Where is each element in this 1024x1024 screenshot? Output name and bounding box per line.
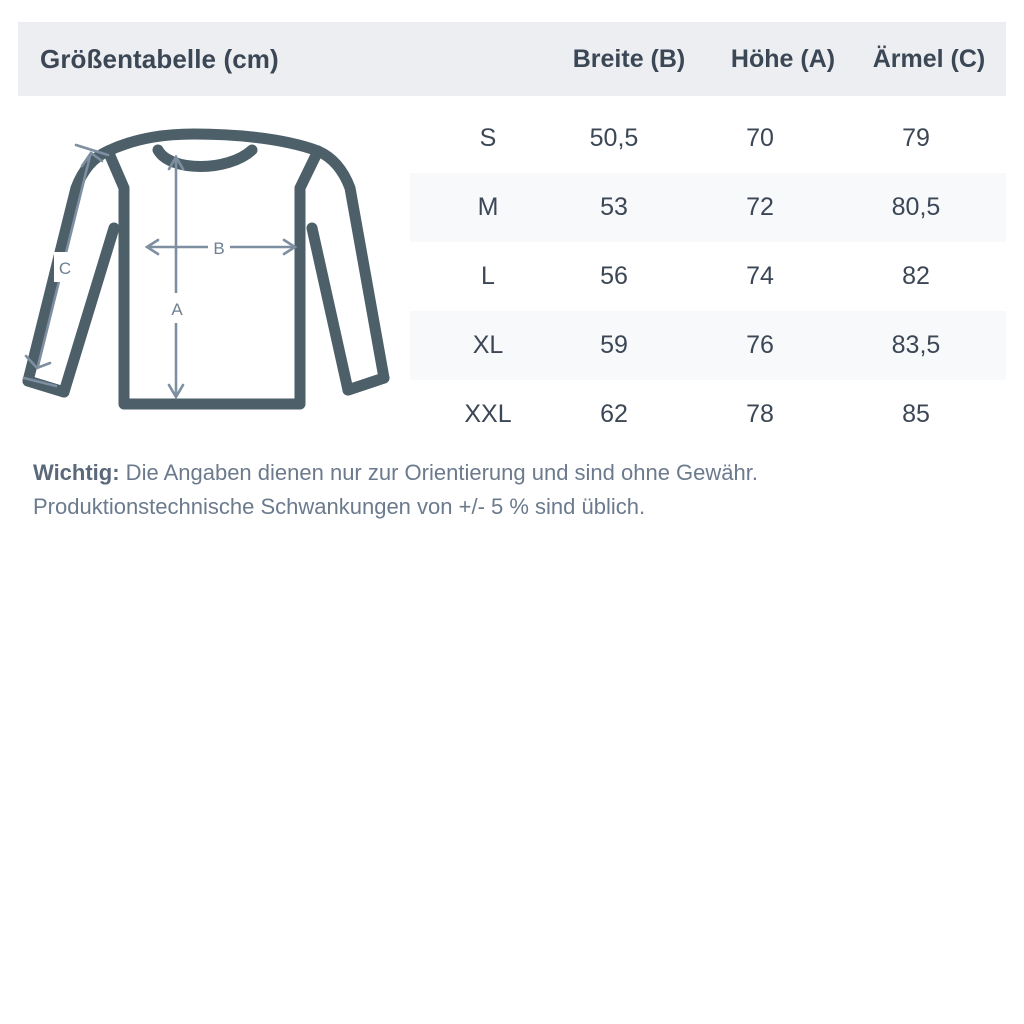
arrowhead-a-top: [167, 154, 185, 171]
cell-breite: 62: [600, 400, 628, 428]
arrowhead-c-bottom: [24, 354, 52, 370]
cell-breite: 59: [600, 331, 628, 359]
disclaimer-lead: Wichtig:: [33, 460, 120, 485]
table-row: L 56 74 82: [410, 242, 1006, 311]
page-title: Größentabelle (cm): [40, 43, 279, 74]
cell-hoehe: 78: [746, 400, 774, 428]
cell-size: L: [481, 262, 495, 290]
cell-breite: 53: [600, 193, 628, 221]
cell-hoehe: 70: [746, 124, 774, 152]
dimension-tick-c-top: [74, 143, 110, 157]
shirt-diagram: B A C: [18, 128, 408, 436]
cell-aermel: 79: [902, 124, 930, 152]
table-row: XXL 62 78 85: [410, 380, 1006, 449]
column-header-aermel: Ärmel (C): [872, 44, 986, 73]
disclaimer-line-2: Produktionstechnische Schwankungen von +…: [33, 494, 646, 519]
disclaimer-note: Wichtig: Die Angaben dienen nur zur Orie…: [33, 456, 993, 524]
cell-hoehe: 72: [746, 193, 774, 221]
arrowhead-b-left: [144, 238, 160, 256]
dimension-label-b: B: [213, 239, 224, 258]
cell-aermel: 80,5: [891, 193, 941, 221]
arrowhead-a-bottom: [167, 383, 185, 400]
arrowhead-b-right: [282, 238, 298, 256]
table-row: S 50,5 70 79: [410, 104, 1006, 173]
shirt-measurement-icon: B A C: [22, 128, 390, 410]
cell-breite: 50,5: [589, 124, 639, 152]
cell-hoehe: 74: [746, 262, 774, 290]
cell-size: S: [479, 124, 497, 152]
cell-size: M: [477, 193, 499, 221]
cell-aermel: 83,5: [891, 331, 941, 359]
dimension-label-c: C: [59, 259, 71, 278]
table-header-band: Größentabelle (cm) Breite (B) Höhe (A) Ä…: [18, 22, 1006, 96]
cell-aermel: 85: [902, 400, 930, 428]
cell-aermel: 82: [902, 262, 930, 290]
table-row: XL 59 76 83,5: [410, 311, 1006, 380]
column-header-hoehe: Höhe (A): [730, 44, 836, 73]
column-header-breite: Breite (B): [572, 44, 686, 73]
arrowhead-c-top: [80, 151, 104, 168]
dimension-label-a: A: [171, 300, 183, 319]
size-table: S 50,5 70 79 M 53 72 80,5 L 56 74 82 XL …: [410, 104, 1006, 449]
disclaimer-line-1: Die Angaben dienen nur zur Orientierung …: [119, 460, 758, 485]
cell-size: XL: [472, 331, 504, 359]
cell-size: XXL: [464, 400, 512, 428]
dimension-tick-c-bottom: [22, 376, 58, 388]
table-row: M 53 72 80,5: [410, 173, 1006, 242]
cell-hoehe: 76: [746, 331, 774, 359]
cell-breite: 56: [600, 262, 628, 290]
